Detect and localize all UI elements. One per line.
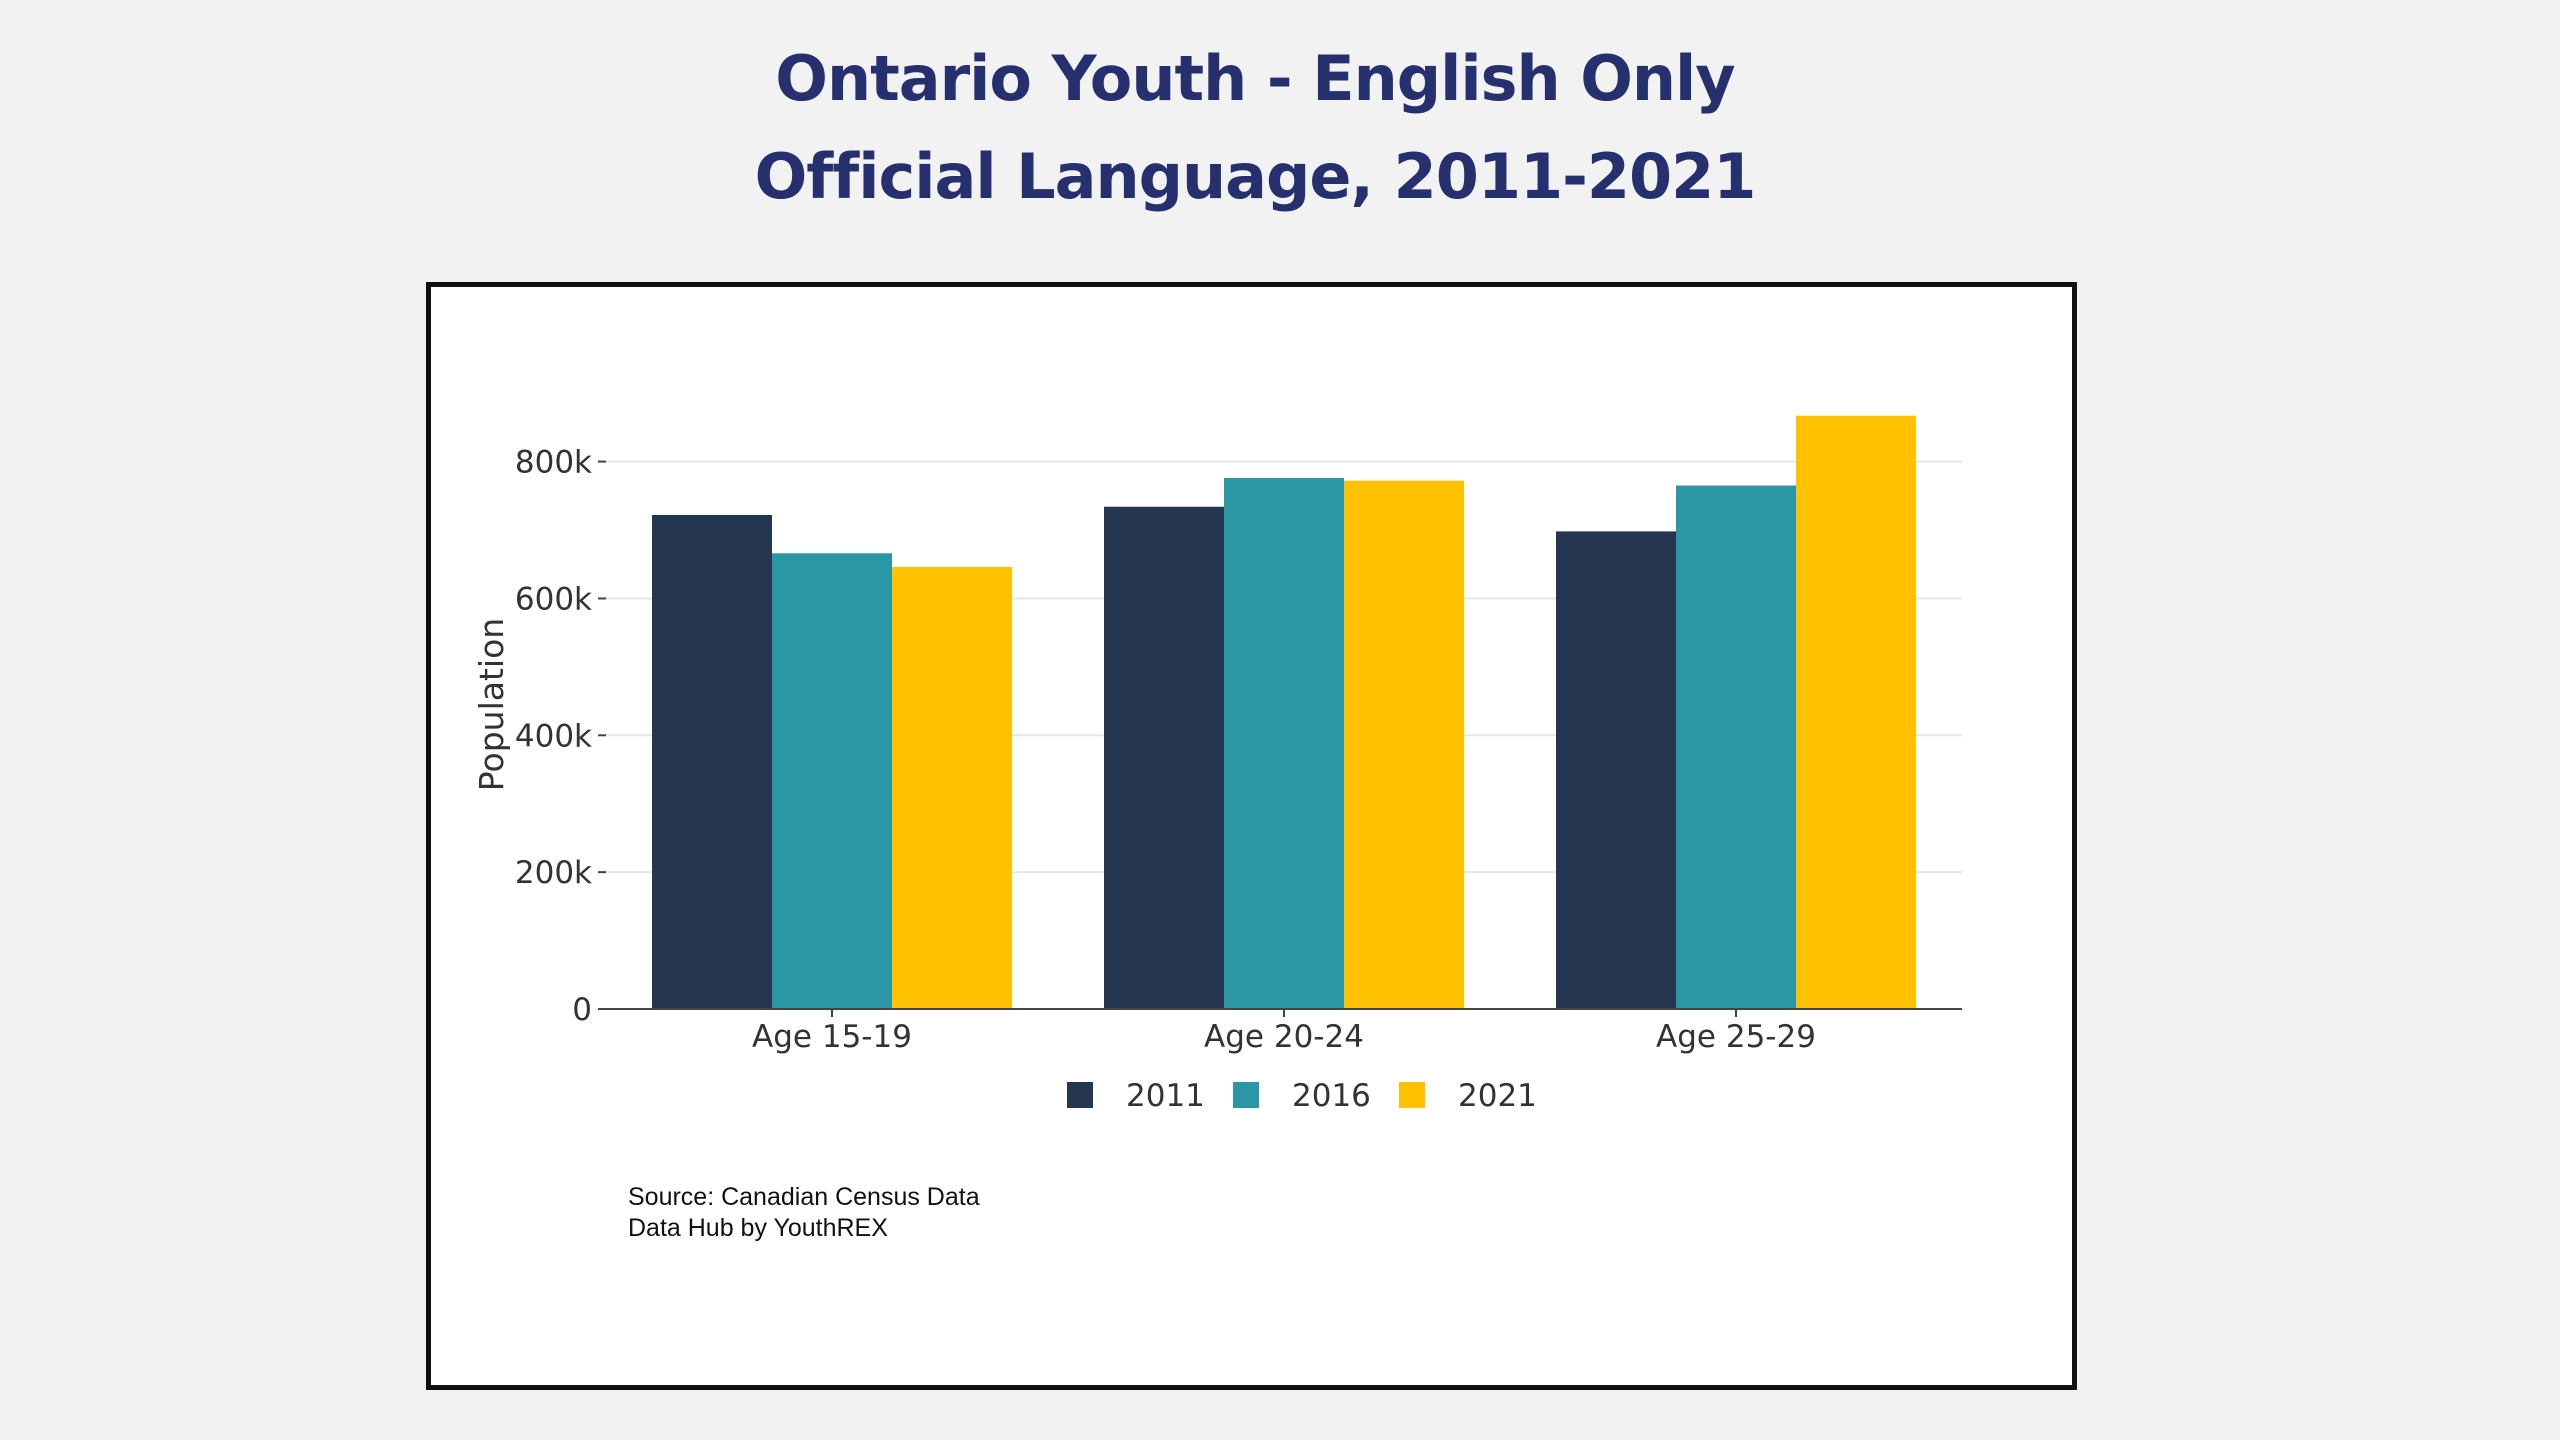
bar-2016-age-15-19 (772, 553, 892, 1009)
legend-swatch-2021 (1399, 1082, 1425, 1108)
y-tick-label: 200k (515, 855, 592, 891)
x-tick-label: Age 15-19 (752, 1019, 912, 1055)
bar-2021-age-20-24 (1344, 480, 1464, 1009)
chart-title-line-2: Official Language, 2011-2021 (754, 140, 1757, 213)
chart-title: Ontario Youth - English Only Official La… (0, 30, 2510, 226)
chart-title-line-1: Ontario Youth - English Only (775, 42, 1735, 115)
bar-2021-age-15-19 (892, 566, 1012, 1009)
legend-swatch-2011 (1067, 1082, 1093, 1108)
y-axis-title: Population (472, 618, 511, 791)
y-tick-label: 600k (515, 581, 592, 617)
legend-label-2011: 2011 (1126, 1078, 1205, 1114)
x-tick-label: Age 25-29 (1656, 1019, 1816, 1055)
bars (652, 415, 1916, 1010)
bar-2016-age-25-29 (1676, 485, 1796, 1010)
y-tick-label: 0 (572, 992, 592, 1028)
legend-label-2021: 2021 (1458, 1078, 1537, 1114)
legend-swatch-2016 (1233, 1082, 1259, 1108)
bar-2016-age-20-24 (1224, 478, 1344, 1010)
y-tick-label: 800k (515, 445, 592, 481)
y-tick-label: 400k (515, 718, 592, 754)
source-line-2: Data Hub by YouthREX (628, 1214, 888, 1242)
legend: 2011 2016 2021 (1067, 1078, 1537, 1114)
bar-2011-age-15-19 (652, 514, 772, 1009)
bar-2011-age-20-24 (1104, 506, 1224, 1009)
bar-2011-age-25-29 (1556, 531, 1676, 1009)
axes: 0 200k 400k 600k 800k Population Age 15-19 Age … (472, 445, 1962, 1055)
legend-label-2016: 2016 (1292, 1078, 1371, 1114)
source-note: Source: Canadian Census Data Data Hub by… (628, 1182, 980, 1244)
x-tick-label: Age 20-24 (1204, 1019, 1364, 1055)
source-line-1: Source: Canadian Census Data (628, 1183, 980, 1211)
bar-2021-age-25-29 (1796, 415, 1916, 1010)
